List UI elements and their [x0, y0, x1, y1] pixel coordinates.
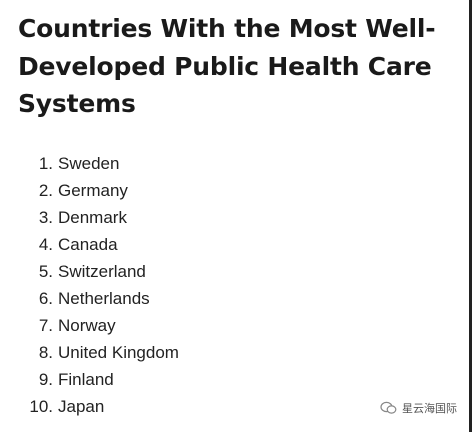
item-number: 5.	[38, 262, 53, 281]
item-name: Germany	[58, 181, 128, 200]
item-name: United Kingdom	[58, 343, 179, 362]
list-item: 2. Germany	[0, 177, 460, 204]
list-item: 8. United Kingdom	[0, 339, 460, 366]
item-number: 2.	[38, 181, 53, 200]
item-name: Japan	[58, 397, 105, 416]
item-number: 10.	[29, 397, 53, 416]
country-list: 1. Sweden 2. Germany 3. Denmark 4. Canada 5. Swit…	[0, 150, 460, 420]
item-name: Switzerland	[58, 262, 146, 281]
list-item: 1. Sweden	[0, 150, 460, 177]
list-item: 6. Netherlands	[0, 285, 460, 312]
list-item: 3. Denmark	[0, 204, 460, 231]
list-item: 5. Switzerland	[0, 258, 460, 285]
item-name: Sweden	[58, 154, 120, 173]
item-name: Canada	[58, 235, 118, 254]
watermark: 星云海国际	[380, 400, 457, 416]
item-number: 7.	[38, 316, 53, 335]
item-name: Finland	[58, 370, 114, 389]
list-item: 4. Canada	[0, 231, 460, 258]
item-number: 3.	[38, 208, 53, 227]
item-name: Norway	[58, 316, 116, 335]
item-number: 8.	[38, 343, 53, 362]
watermark-icon	[380, 401, 397, 414]
item-number: 4.	[38, 235, 53, 254]
title: Countries With the Most Well-Developed P…	[18, 14, 436, 118]
list-item: 7. Norway	[0, 312, 460, 339]
list-item: 10. Japan	[0, 393, 460, 420]
item-name: Netherlands	[58, 289, 150, 308]
item-number: 9.	[38, 370, 53, 389]
item-number: 6.	[38, 289, 53, 308]
item-name: Denmark	[58, 208, 127, 227]
list-item: 9. Finland	[0, 366, 460, 393]
watermark-text: 星云海国际	[402, 402, 457, 415]
item-number: 1.	[38, 154, 53, 173]
